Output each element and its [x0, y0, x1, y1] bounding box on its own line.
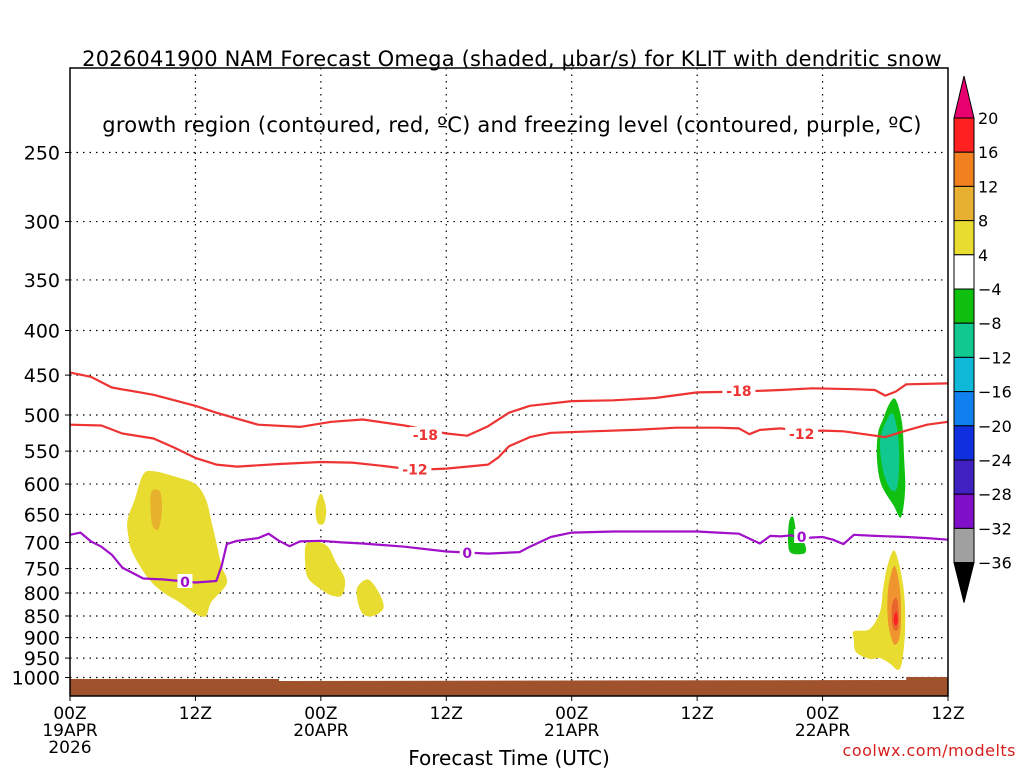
y-tick-label: 650 [24, 504, 60, 526]
colorbar-label: −4 [978, 280, 1002, 299]
credit-text: coolwx.com/modelts [842, 741, 1016, 760]
contour-label: 0 [797, 530, 807, 546]
y-tick-label: 1000 [12, 668, 60, 690]
colorbar: 20 16 12 8 4 −4 −8 −12 −16 −20 −24 −28 −32 −36 [953, 75, 1012, 603]
x-tick-label: 00Z [806, 704, 839, 724]
y-tick-label: 550 [24, 441, 60, 463]
contour-label: 0 [180, 575, 190, 591]
colorbar-label: 12 [978, 177, 998, 196]
y-tick-label: 250 [24, 143, 60, 165]
contour-label: -18 [413, 428, 438, 444]
y-axis-ticks: 2503003504004505005506006507007508008509… [12, 143, 70, 690]
y-tick-label: 500 [24, 405, 60, 427]
y-tick-label: 350 [24, 270, 60, 292]
colorbar-swatch [953, 185, 975, 222]
contour-label: -12 [789, 427, 814, 443]
omega-shaded-region [304, 540, 346, 597]
y-tick-label: 850 [24, 606, 60, 628]
colorbar-swatch [953, 425, 975, 461]
y-tick-label: 600 [24, 474, 60, 496]
colorbar-top-arrow [953, 75, 975, 119]
y-tick-label: 750 [24, 559, 60, 581]
contour-label-bg [459, 545, 475, 560]
colorbar-swatch [953, 356, 975, 393]
contour-label: -18 [726, 384, 751, 400]
omega-shaded-region [150, 489, 163, 531]
colorbar-label: −8 [978, 314, 1002, 333]
plot-frame [69, 67, 949, 697]
ground-fill [70, 677, 948, 696]
colorbar-swatch [953, 254, 975, 290]
y-tick-label: 950 [24, 648, 60, 670]
contour-label-bg [722, 382, 756, 397]
colorbar-label: −12 [978, 348, 1012, 367]
contour-label-bg [398, 461, 432, 476]
x-tick-label: 00Z [304, 704, 337, 724]
colorbar-label: 4 [978, 246, 988, 265]
contour-label-bg [785, 426, 819, 441]
contour-label-bg [794, 528, 810, 543]
ground-layer [70, 677, 948, 696]
colorbar-label: 20 [978, 109, 998, 128]
colorbar-swatch [953, 391, 975, 427]
colorbar-swatch [953, 322, 975, 358]
contour-label: 0 [462, 546, 472, 562]
omega-shading [127, 398, 906, 670]
x-axis-label: Forecast Time (UTC) [408, 746, 610, 768]
title-line-1: 2026041900 NAM Forecast Omega (shaded, μ… [82, 47, 942, 71]
omega-shaded-region [879, 413, 900, 492]
y-tick-label: 800 [24, 583, 60, 605]
colorbar-swatch [953, 117, 975, 153]
contour-lines: -18 -18 -12 -12 0 0 0 [69, 371, 949, 591]
omega-shaded-region [315, 493, 327, 525]
contour-label: -12 [402, 462, 427, 478]
x-tick-date-label: 19APR [42, 721, 98, 741]
x-tick-year-label: 2026 [48, 738, 91, 758]
y-tick-label: 450 [24, 365, 60, 387]
gridlines [70, 68, 948, 696]
y-tick-label: 700 [24, 532, 60, 554]
contour-line [69, 420, 949, 471]
x-tick-label: 12Z [179, 704, 212, 724]
colorbar-label: −16 [978, 383, 1012, 402]
colorbar-swatch [953, 288, 975, 324]
x-tick-date-label: 22APR [795, 721, 851, 741]
colorbar-swatch [953, 151, 975, 187]
colorbar-swatch [953, 459, 975, 495]
x-tick-date-label: 21APR [544, 721, 600, 741]
colorbar-label: −32 [978, 519, 1012, 538]
x-tick-date-label: 20APR [293, 721, 349, 741]
colorbar-label: −28 [978, 485, 1012, 504]
colorbar-label: −20 [978, 417, 1012, 436]
y-tick-label: 300 [24, 212, 60, 234]
omega-shaded-region [893, 611, 898, 626]
colorbar-label: 8 [978, 212, 988, 231]
colorbar-swatch [953, 220, 975, 256]
contour-label-bg [408, 426, 442, 441]
x-tick-label: 12Z [681, 704, 714, 724]
colorbar-label: −36 [978, 554, 1012, 573]
omega-shaded-region [787, 516, 807, 555]
x-tick-label: 00Z [555, 704, 588, 724]
colorbar-swatch [953, 493, 975, 529]
omega-shaded-region [356, 579, 384, 617]
y-tick-label: 400 [24, 321, 60, 343]
colorbar-swatch [953, 527, 975, 564]
contour-line [69, 371, 949, 437]
x-tick-label: 12Z [430, 704, 463, 724]
omega-shaded-region [127, 470, 228, 617]
colorbar-label: 16 [978, 143, 998, 162]
y-tick-label: 900 [24, 628, 60, 650]
colorbar-bottom-arrow [953, 562, 975, 603]
x-tick-label: 12Z [931, 704, 964, 724]
chart-title: 2026041900 NAM Forecast Omega (shaded, μ… [0, 4, 1024, 158]
colorbar-label: −24 [978, 451, 1012, 470]
title-line-2: growth region (contoured, red, ºC) and f… [102, 113, 922, 137]
x-tick-label: 00Z [53, 704, 86, 724]
contour-label-bg [177, 573, 193, 588]
